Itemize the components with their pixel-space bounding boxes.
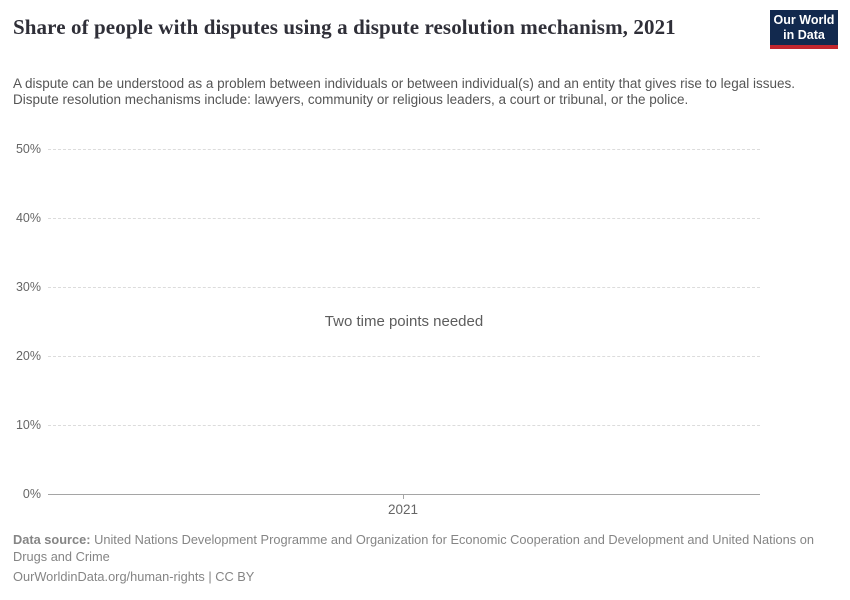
owid-footer-link[interactable]: OurWorldinData.org/human-rights | CC BY (13, 569, 255, 584)
empty-chart-message: Two time points needed (324, 313, 484, 330)
y-axis-label-10: 10% (15, 418, 41, 432)
gridline-10 (48, 425, 760, 426)
owid-logo[interactable]: Our World in Data (770, 10, 838, 49)
owid-logo-line2: in Data (783, 28, 825, 42)
gridline-40 (48, 218, 760, 219)
y-axis-label-0: 0% (22, 487, 41, 501)
gridline-30 (48, 287, 760, 288)
x-axis-label-2021: 2021 (387, 502, 419, 517)
y-axis-label-30: 30% (15, 280, 41, 294)
chart-footer-datasource: Data source: United Nations Development … (13, 532, 827, 565)
gridline-50 (48, 149, 760, 150)
x-axis-tick-2021 (403, 495, 404, 499)
y-axis-label-20: 20% (15, 349, 41, 363)
gridline-20 (48, 356, 760, 357)
chart-title: Share of people with disputes using a di… (13, 15, 676, 39)
y-axis-label-50: 50% (15, 142, 41, 156)
data-source-text: United Nations Development Programme and… (13, 532, 814, 564)
data-source-label: Data source: (13, 532, 91, 547)
x-axis-line (48, 494, 760, 495)
owid-logo-line1: Our World (773, 13, 835, 27)
chart-subtitle: A dispute can be understood as a problem… (13, 76, 795, 107)
y-axis-label-40: 40% (15, 211, 41, 225)
